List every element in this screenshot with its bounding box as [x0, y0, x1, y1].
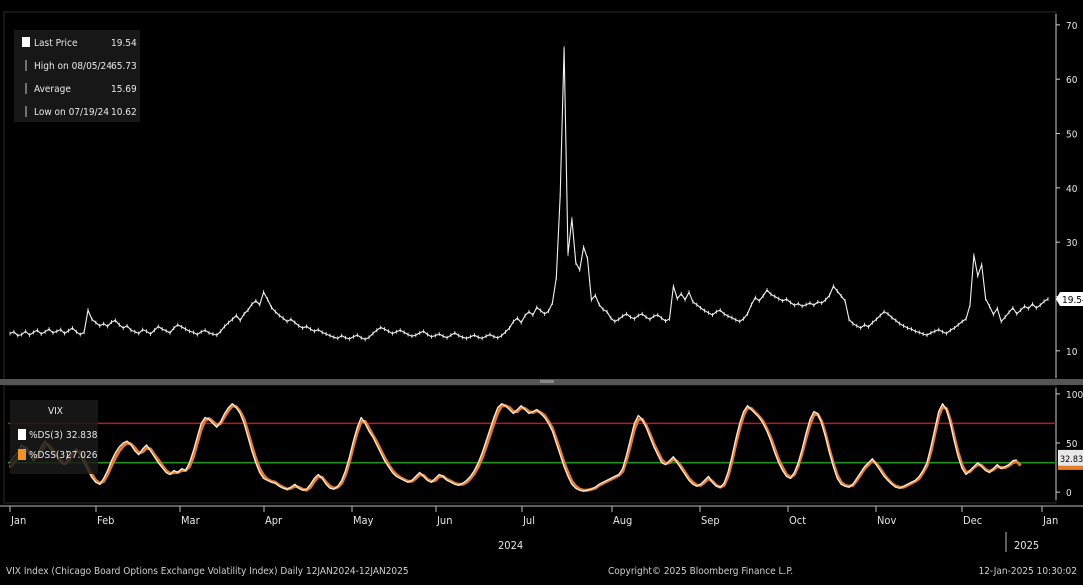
year-label-2024: 2024: [498, 539, 523, 552]
indicator-legend-value: 32.838: [66, 430, 98, 441]
last-price-tag-bg: [1056, 292, 1083, 307]
indicator-last-tag: 32.83: [1058, 449, 1083, 470]
legend-label: High on 08/05/24: [34, 61, 112, 72]
indicator-last-tag-accent: [1058, 465, 1083, 470]
last-price-tag-label: 19.54: [1062, 295, 1083, 306]
x-tick-label: Jan: [10, 514, 26, 527]
indicator-legend-label: %DSS(3): [29, 450, 69, 461]
footer-right: 12-Jan-2025 10:30:02: [978, 566, 1077, 577]
last-price-tag: 19.54: [1056, 292, 1083, 307]
indicator-legend-label: %DS(3): [29, 430, 63, 441]
indicator-title: VIX: [48, 406, 63, 417]
footer-center: Copyright© 2025 Bloomberg Finance L.P.: [608, 566, 793, 577]
indicator-y-tick-label: 100: [1066, 390, 1083, 401]
legend-value: 65.73: [111, 61, 137, 72]
x-tick-label: Sep: [701, 514, 720, 527]
legend-value: 19.54: [111, 38, 137, 49]
indicator-legend-swatch: [18, 429, 26, 440]
series-line-ds3: [9, 403, 1017, 492]
price-y-tick-label: 50: [1066, 130, 1078, 141]
x-tick-label: Feb: [97, 514, 114, 527]
indicator-last-tag-label: 32.83: [1060, 455, 1083, 465]
indicator-y-tick-label: 50: [1066, 439, 1078, 450]
price-y-tick-label: 70: [1066, 21, 1078, 32]
x-tick-label: Oct: [789, 514, 806, 527]
legend-label: Low on 07/19/24: [34, 107, 109, 118]
legend-value: 10.62: [111, 107, 137, 118]
x-tick-label: Mar: [181, 514, 201, 527]
price-panel: [3, 11, 1057, 381]
x-tick-label: Nov: [877, 514, 896, 527]
divider-grip: [540, 380, 554, 383]
price-y-tick-label: 40: [1066, 184, 1078, 195]
indicator-y-tick-label: 0: [1066, 488, 1072, 499]
footer-left: VIX Index (Chicago Board Options Exchang…: [6, 566, 409, 577]
indicator-last-tag-bg: [1058, 449, 1083, 466]
x-tick-label: Dec: [963, 514, 982, 527]
indicator-legend-swatch: [18, 449, 26, 460]
legend-label: Last Price: [34, 38, 78, 49]
x-tick-label: Aug: [613, 514, 632, 527]
x-tick-label: May: [353, 514, 374, 527]
legend-swatch-last-price: [22, 37, 30, 47]
price-y-tick-label: 60: [1066, 75, 1078, 86]
indicator-panel: [3, 384, 1057, 504]
price-y-tick-label: 30: [1066, 238, 1078, 249]
price-y-tick-label: 10: [1066, 347, 1078, 358]
x-tick-label: Jul: [522, 514, 535, 527]
x-tick-label: Apr: [265, 514, 283, 527]
indicator-legend-value: 27.026: [66, 450, 98, 461]
year-label-2025: 2025: [1014, 539, 1039, 552]
indicator-legend: VIX %DS(3) 32.838 %DSS(3)27.026: [10, 400, 98, 474]
x-tick-label: Jun: [436, 514, 452, 527]
price-legend-bg: [14, 30, 140, 122]
legend-label: Average: [34, 84, 71, 95]
x-tick-label: Jan: [1042, 514, 1058, 527]
legend-value: 15.69: [111, 84, 137, 95]
